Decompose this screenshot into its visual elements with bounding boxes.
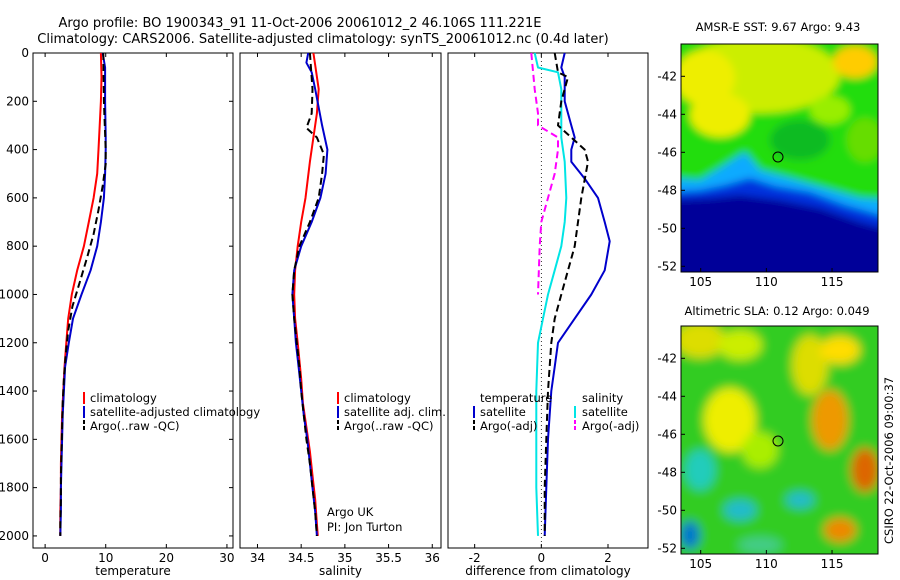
y-tick-label: -46 — [657, 427, 677, 441]
y-tick-label: 800 — [6, 239, 29, 253]
figure-title-line2: Climatology: CARS2006. Satellite-adjuste… — [37, 32, 609, 47]
x-tick-label: 2 — [604, 551, 612, 565]
legend-argo-label: Argo(..raw -QC) — [90, 419, 180, 433]
legend-sal-argo-label: Argo(-adj) — [582, 419, 639, 433]
plot-frame — [32, 52, 234, 549]
x-axis-label: salinity — [319, 564, 362, 578]
x-axis-label: temperature — [95, 564, 170, 578]
sst-map-title: AMSR-E SST: 9.67 Argo: 9.43 — [696, 20, 861, 34]
x-tick-label: 34.5 — [288, 551, 315, 565]
sst-map-frame — [680, 43, 879, 273]
x-tick-label: 34 — [250, 551, 265, 565]
y-tick-label: -44 — [657, 107, 677, 121]
x-tick-label: 0 — [538, 551, 546, 565]
series-line-argo-adj — [530, 52, 559, 295]
y-tick-label: -48 — [657, 465, 677, 479]
legend-climatology-label: climatology — [90, 391, 157, 405]
argo-uk-note: Argo UK — [327, 505, 374, 519]
y-tick-label: -42 — [657, 351, 677, 365]
x-tick-label: 110 — [755, 557, 778, 571]
sla-map-title: Altimetric SLA: 0.12 Argo: 0.049 — [684, 304, 869, 318]
sla-map — [681, 326, 878, 554]
series-line-climatology — [293, 52, 320, 536]
series-line-satellite — [543, 52, 611, 536]
legend-sal-satellite-label: satellite — [582, 405, 628, 419]
y-tick-label: -48 — [657, 183, 677, 197]
x-tick-label: -2 — [469, 551, 481, 565]
x-tick-label: 35.5 — [375, 551, 402, 565]
plot-frame — [447, 52, 649, 549]
legend-climatology-label: climatology — [344, 391, 411, 405]
salinity-legend: climatology satellite adj. clim. Argo(..… — [337, 391, 446, 433]
y-tick-label: -52 — [657, 259, 677, 273]
y-tick-label: 1600 — [0, 432, 29, 446]
x-tick-label: 10 — [98, 551, 113, 565]
x-tick-label: 36 — [425, 551, 440, 565]
legend-temp-argo-label: Argo(-adj) — [480, 419, 537, 433]
y-tick-label: -44 — [657, 389, 677, 403]
sla-map-frame — [680, 325, 879, 555]
sla-argo-marker — [772, 435, 784, 447]
y-tick-label: 0 — [21, 46, 29, 60]
x-tick-label: 20 — [159, 551, 174, 565]
legend-temperature-title: temperature — [480, 391, 552, 405]
y-tick-label: -50 — [657, 503, 677, 517]
y-tick-label: 400 — [6, 143, 29, 157]
legend-argo-label: Argo(..raw -QC) — [344, 419, 434, 433]
y-tick-label: -50 — [657, 221, 677, 235]
salinity-panel: 34 34.5 35 35.5 36 salinity — [239, 52, 442, 578]
y-tick-label: -52 — [657, 541, 677, 555]
difference-legend: temperature salinity satellite Argo(-adj… — [473, 391, 639, 433]
y-tick-label: 1000 — [0, 287, 29, 301]
legend-satellite-label: satellite adj. clim. — [344, 405, 446, 419]
series-line-argo-raw-qc — [291, 52, 325, 536]
x-tick-label: 115 — [821, 275, 844, 289]
legend-satellite-label: satellite-adjusted climatology — [90, 405, 260, 419]
series-line-argo-raw-qc — [59, 52, 107, 536]
x-axis-label: difference from climatology — [465, 564, 631, 578]
y-tick-label: 1400 — [0, 384, 29, 398]
y-tick-label: 1800 — [0, 481, 29, 495]
sst-argo-marker — [772, 151, 784, 163]
figure-title-line1: Argo profile: BO 1900343_91 11-Oct-2006 … — [59, 16, 542, 31]
x-tick-label: 35 — [337, 551, 352, 565]
plot-frame — [239, 52, 442, 549]
legend-temp-satellite-label: satellite — [480, 405, 526, 419]
y-tick-label: 2000 — [0, 529, 29, 543]
series-line-satellite — [533, 52, 568, 536]
pi-note: PI: Jon Turton — [327, 520, 402, 534]
x-tick-label: 105 — [689, 275, 712, 289]
sst-map-axes: 105 110 115 -42 -44 -46 -48 -50 -52 — [657, 69, 843, 289]
y-tick-label: 600 — [6, 191, 29, 205]
sst-map — [681, 44, 878, 272]
temperature-panel: 0 10 20 30 0 200 400 600 800 1000 1200 1400 1600 1800… — [0, 46, 235, 578]
x-tick-label: 105 — [689, 557, 712, 571]
x-tick-label: 30 — [219, 551, 234, 565]
sla-map-axes: 105 110 115 -42 -44 -46 -48 -50 -52 — [657, 351, 843, 571]
y-tick-label: -46 — [657, 145, 677, 159]
y-tick-label: 1200 — [0, 336, 29, 350]
legend-salinity-title: salinity — [582, 391, 623, 405]
x-tick-label: 115 — [821, 557, 844, 571]
y-tick-label: -42 — [657, 69, 677, 83]
temperature-legend: climatology satellite-adjusted climatolo… — [83, 391, 260, 433]
y-tick-label: 200 — [6, 94, 29, 108]
x-tick-label: 0 — [41, 551, 49, 565]
series-line-argo-adj — [543, 52, 589, 536]
x-tick-label: 110 — [755, 275, 778, 289]
csiro-stamp: CSIRO 22-Oct-2006 09:00:37 — [882, 377, 896, 544]
